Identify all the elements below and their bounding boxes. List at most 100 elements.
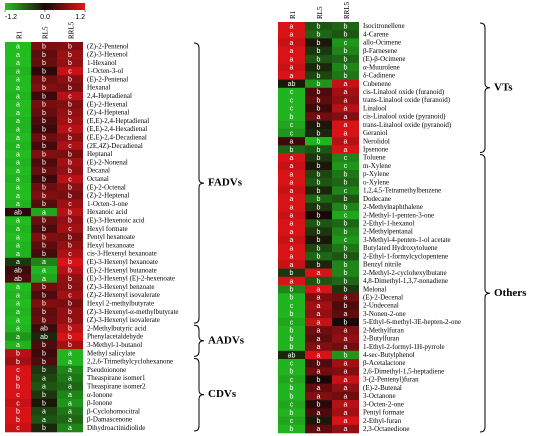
heatmap-cell	[57, 423, 83, 433]
cell-letter: b	[16, 375, 20, 382]
heatmap-cell	[5, 415, 31, 425]
cell-letter: a	[68, 384, 72, 391]
cell-letter: c	[290, 106, 294, 113]
cell-letter: b	[317, 377, 321, 384]
heatmap-cell	[305, 87, 332, 97]
heatmap-cell	[57, 232, 83, 242]
row-label: cis-3-Hexenyl hexanoate	[87, 250, 157, 258]
heatmap-cell	[332, 326, 359, 335]
cell-letter: b	[68, 193, 72, 200]
heatmap-cell	[31, 42, 57, 51]
heatmap-cell	[332, 408, 359, 417]
heatmap-cell	[5, 349, 31, 358]
cell-letter: c	[290, 122, 294, 129]
cell-letter: a	[317, 286, 321, 293]
row-label: 2,4-Heptadienal	[87, 92, 132, 100]
cell-letter: b	[344, 262, 348, 269]
cell-letter: a	[16, 143, 20, 150]
heatmap-cell	[332, 219, 359, 228]
cell-letter: b	[42, 201, 46, 208]
heatmap-cell	[57, 390, 83, 400]
heatmap-cell	[31, 382, 57, 391]
cell-letter: c	[344, 40, 348, 47]
heatmap-cell	[278, 120, 305, 130]
cell-letter: b	[68, 259, 72, 266]
cell-letter: c	[290, 130, 294, 137]
cell-letter: b	[344, 221, 348, 228]
cell-letter: a	[344, 377, 348, 384]
row-label: (Z)-2-Hexenyl isovalerate	[87, 291, 160, 299]
heatmap-cell	[332, 359, 359, 368]
cell-letter: b	[344, 286, 348, 293]
cell-letter: b	[317, 122, 321, 129]
cell-letter: b	[317, 48, 321, 55]
heatmap-cell	[332, 383, 359, 393]
cell-letter: b	[317, 418, 321, 425]
heatmap-cell	[31, 340, 57, 350]
heatmap-cell	[5, 58, 31, 68]
group-bracket	[479, 154, 491, 433]
row-label: Toluene	[363, 154, 385, 162]
cell-letter: b	[317, 237, 321, 244]
column-label: RL5	[42, 26, 50, 39]
heatmap-cell	[278, 243, 305, 253]
cell-letter: c	[344, 188, 348, 195]
heatmap-cell	[305, 79, 332, 89]
cell-letter: b	[290, 369, 294, 376]
cell-letter: a	[16, 342, 20, 349]
heatmap-cell	[57, 257, 83, 267]
heatmap-cell	[57, 216, 83, 225]
cell-letter: a	[290, 23, 294, 30]
row-label: Hexyl hexanoate	[87, 241, 134, 249]
cell-letter: b	[344, 196, 348, 203]
cell-letter: b	[16, 351, 20, 358]
heatmap-cell	[332, 112, 359, 121]
heatmap-cell	[31, 357, 57, 366]
heatmap-cell	[305, 252, 332, 261]
row-label: (E)-2-Nonenal	[87, 158, 128, 166]
heatmap-cell	[31, 415, 57, 425]
heatmap-cell	[305, 260, 332, 269]
cell-letter: b	[290, 328, 294, 335]
cell-letter: a	[317, 410, 321, 417]
cell-letter: b	[42, 110, 46, 117]
heatmap-cell	[305, 276, 332, 286]
cell-letter: b	[68, 43, 72, 50]
heatmap-cell	[278, 252, 305, 261]
row-label: Dodecane	[363, 195, 391, 203]
heatmap-cell	[332, 22, 359, 31]
heatmap-cell	[57, 373, 83, 383]
row-label: (E)-β-Ocimene	[363, 55, 405, 63]
cell-letter: a	[290, 221, 294, 228]
cell-letter: b	[42, 52, 46, 59]
row-label: Isocitronellene	[363, 22, 405, 30]
cell-letter: b	[68, 151, 72, 158]
cell-letter: b	[42, 218, 46, 225]
row-label: 3-Octen-2-one	[363, 400, 404, 408]
heatmap-cell	[5, 124, 31, 134]
row-label: 3-Octanone	[363, 392, 396, 400]
heatmap-cell	[305, 342, 332, 352]
heatmap-cell	[31, 50, 57, 59]
cell-letter: b	[290, 286, 294, 293]
cell-letter: a	[317, 352, 321, 359]
cell-letter: a	[317, 426, 321, 433]
cell-letter: b	[42, 176, 46, 183]
heatmap-cell	[305, 54, 332, 64]
cell-letter: b	[317, 180, 321, 187]
cell-letter: b	[68, 110, 72, 117]
column-label: RL5	[316, 6, 324, 19]
cell-letter: a	[290, 155, 294, 162]
group-bracket	[193, 357, 205, 432]
cell-letter: c	[68, 93, 72, 100]
row-label: 1,2,4,5-Tetramethylbenzene	[363, 187, 441, 195]
heatmap-cell	[5, 340, 31, 350]
heatmap-cell	[332, 137, 359, 146]
cell-letter: c	[16, 400, 20, 407]
heatmap-cell	[305, 178, 332, 187]
cell-letter: a	[344, 393, 348, 400]
cell-letter: b	[344, 270, 348, 277]
colorbar-tick-label: 1.2	[75, 14, 85, 21]
cell-letter: b	[68, 52, 72, 59]
